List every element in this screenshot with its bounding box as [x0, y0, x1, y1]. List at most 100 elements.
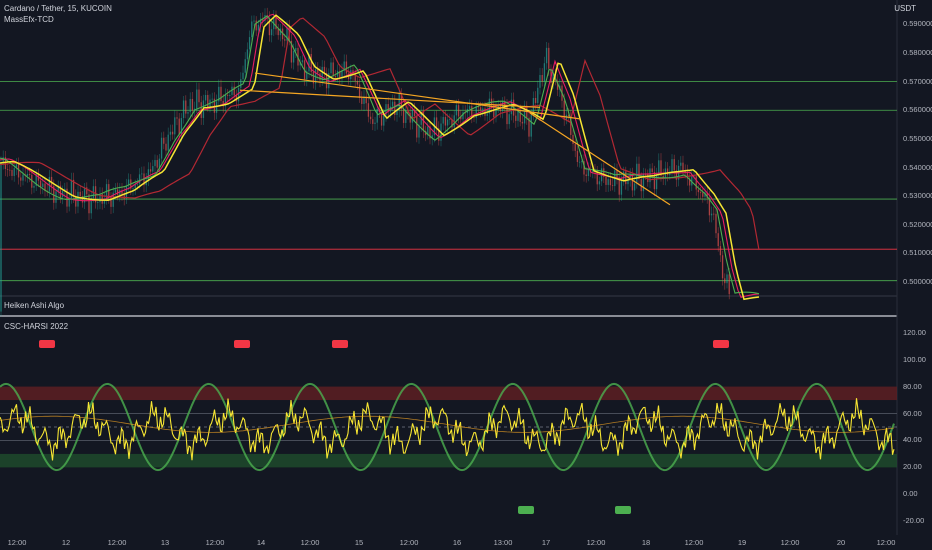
candle-body [4, 157, 7, 169]
candle-body [152, 166, 154, 172]
candle-body [114, 189, 117, 193]
candle-body [506, 105, 508, 125]
candle-body [728, 274, 730, 295]
candle-body [475, 106, 477, 118]
candle-body [55, 191, 57, 203]
candle-body [6, 168, 9, 170]
candle-body [97, 202, 99, 203]
buy-signal-marker [615, 506, 631, 514]
candle-body [237, 87, 240, 102]
sell-signal-marker [39, 340, 55, 348]
pane-title-heiken-ashi: Heiken Ashi Algo [4, 301, 65, 310]
candle-body [64, 188, 66, 191]
pane-title-harsi: CSC-HARSI 2022 [4, 322, 69, 331]
candle-body [50, 176, 53, 186]
candle-body [429, 126, 431, 139]
time-axis-tick: 12:00 [300, 538, 320, 547]
candle-body [405, 109, 407, 123]
trend-line [254, 72, 581, 120]
time-axis-tick: 12 [61, 538, 71, 547]
candle-body [13, 168, 15, 176]
oscillator-zone [0, 386, 897, 401]
price-axis-tick: 0.530000 [903, 191, 932, 201]
candle-body [625, 171, 627, 185]
harsi-signal-line [0, 415, 895, 433]
candle-body [422, 112, 425, 132]
candle-body [528, 117, 530, 137]
oscillator-axis-tick: 120.00 [903, 327, 926, 337]
candle-body [116, 189, 119, 195]
candle-body [26, 173, 29, 176]
candle-body [717, 233, 719, 247]
candle-body [251, 21, 253, 38]
candle-body [244, 59, 246, 73]
candle-body [176, 117, 178, 119]
harsi-rsi-line [0, 398, 895, 461]
candle-body [642, 174, 645, 192]
candle-body [255, 20, 257, 31]
candle-body [548, 47, 550, 69]
price-axis-tick: 0.500000 [903, 277, 932, 287]
candle-body [682, 162, 684, 172]
candle-body [413, 110, 416, 117]
candle-body [215, 101, 218, 113]
yellow-moving-average-line [0, 14, 760, 301]
price-axis-tick: 0.580000 [903, 47, 932, 57]
candle-body [402, 109, 405, 123]
candle-body [248, 37, 251, 50]
oscillator-axis-tick: -20.00 [903, 516, 925, 526]
candle-body [240, 79, 242, 88]
candle-body [182, 100, 185, 119]
candle-body [473, 117, 475, 118]
candle-body [556, 80, 559, 90]
candle-body [70, 179, 73, 199]
candle-body [605, 176, 607, 185]
oscillator-axis-tick: 100.00 [903, 354, 926, 364]
candle-body [81, 196, 84, 203]
candle-body [323, 66, 326, 74]
candle-body [284, 39, 286, 41]
sell-signal-marker [332, 340, 348, 348]
candle-body [341, 70, 343, 78]
candle-body [479, 107, 482, 111]
candle-body [299, 62, 301, 66]
price-axis-tick: 0.510000 [903, 248, 932, 258]
candle-body [308, 54, 310, 72]
candle-body [631, 174, 634, 191]
time-axis-tick: 19 [737, 538, 747, 547]
candle-body [710, 213, 713, 216]
candle-body [539, 74, 541, 88]
price-axis-tick: 0.590000 [903, 19, 932, 29]
candle-body [112, 192, 114, 207]
candle-body [213, 98, 216, 113]
candle-body [684, 171, 686, 173]
currency-label: USDT [894, 4, 916, 13]
candle-body [721, 255, 724, 279]
candle-body [618, 177, 620, 195]
candle-body [592, 170, 594, 172]
candle-body [435, 117, 438, 129]
price-axis-tick: 0.550000 [903, 133, 932, 143]
candle-body [35, 174, 37, 186]
candle-body [585, 174, 587, 177]
candle-body [715, 213, 717, 234]
candle-body [361, 97, 363, 104]
candle-body [185, 100, 187, 114]
candle-body [138, 174, 141, 184]
candle-body [279, 28, 282, 36]
candle-body [482, 108, 484, 111]
candle-body [94, 186, 97, 203]
candle-body [295, 47, 297, 51]
candle-body [510, 99, 513, 115]
candle-body [191, 98, 194, 111]
candle-body [719, 246, 722, 256]
candle-body [598, 181, 601, 185]
candle-body [455, 105, 458, 116]
candle-body [572, 134, 574, 145]
oscillator-axis-tick: 0.00 [903, 489, 918, 499]
candle-body [57, 185, 59, 192]
candle-body [609, 179, 612, 186]
candle-body [257, 24, 260, 31]
candle-body [277, 29, 279, 36]
